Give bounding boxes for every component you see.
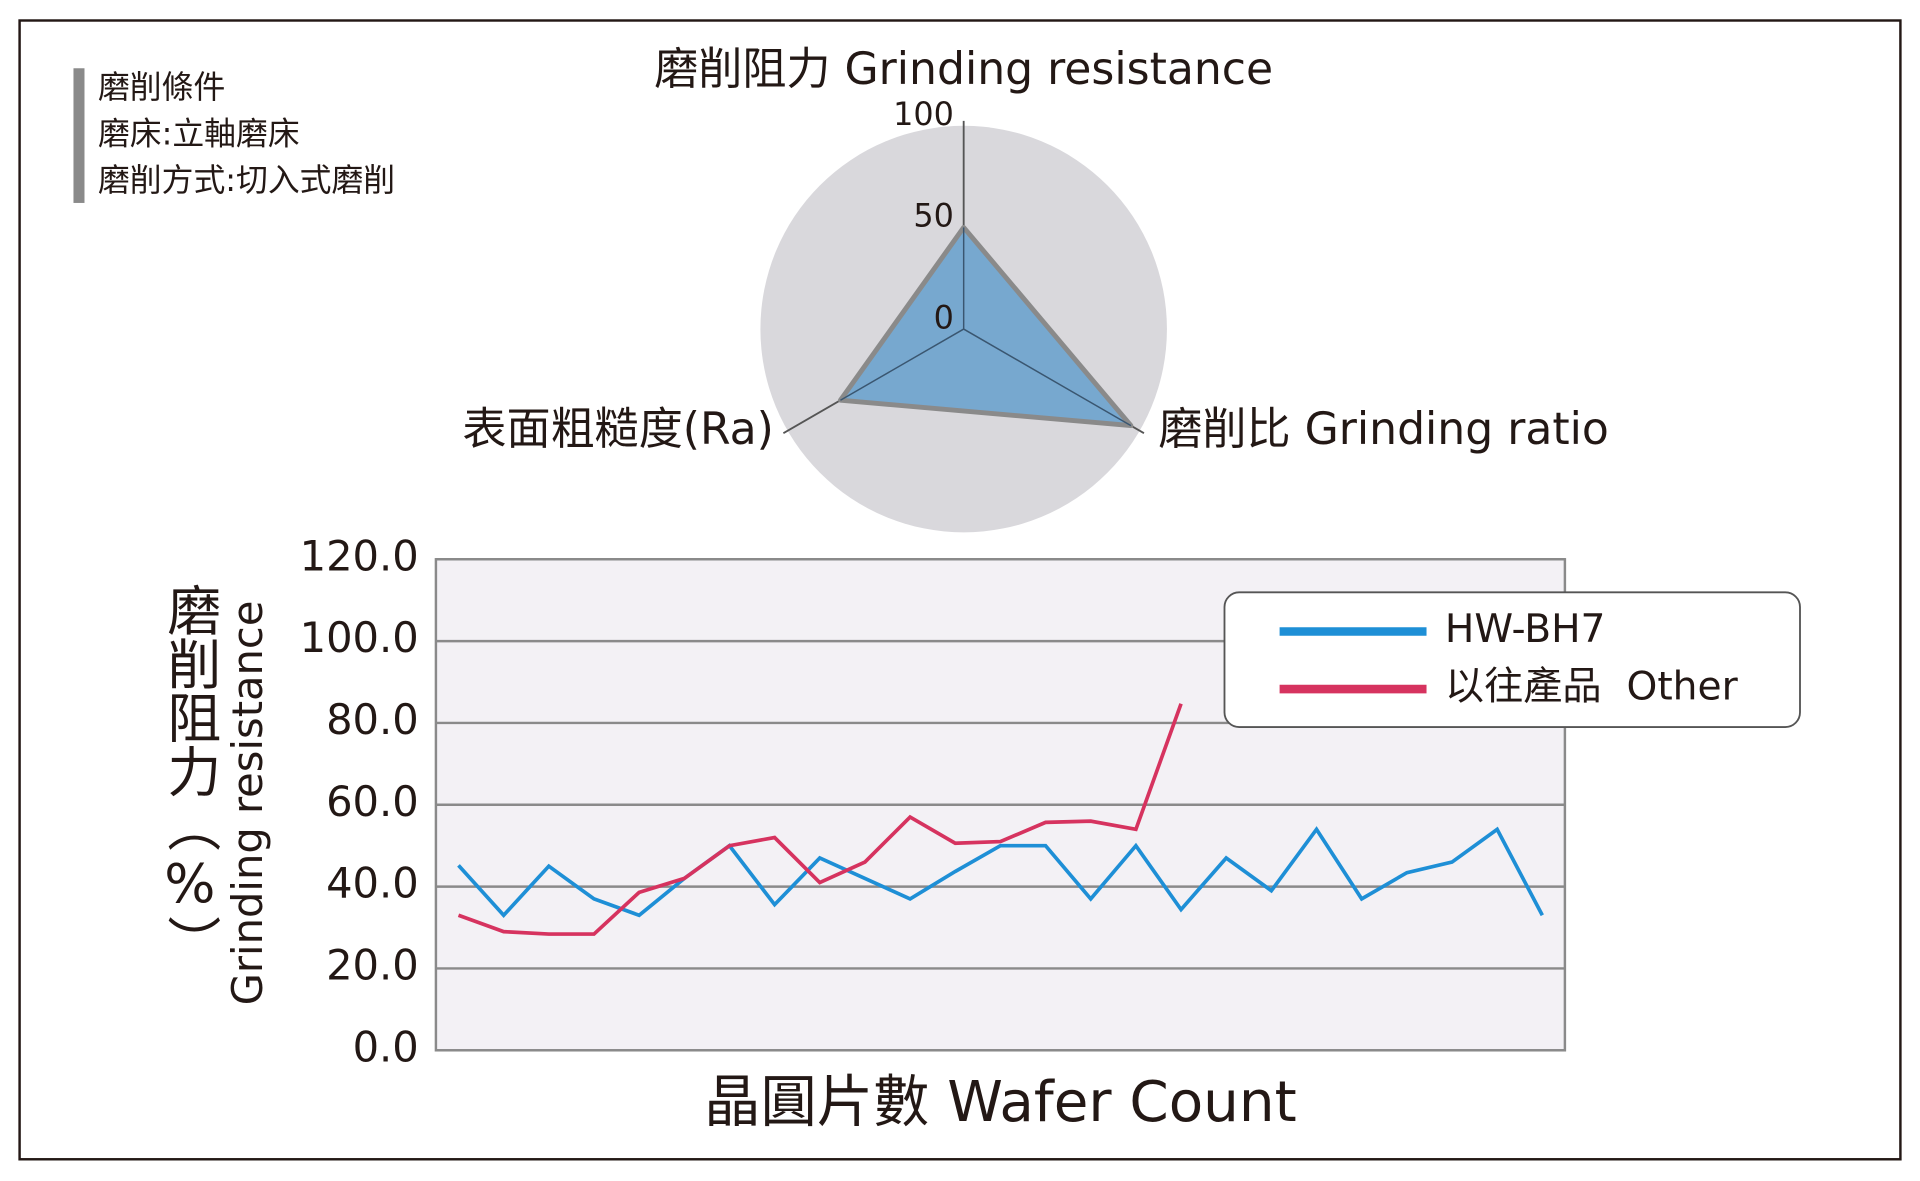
y-axis-label: 磨削阻力（%） bbox=[158, 583, 221, 969]
radar-axis bbox=[840, 328, 965, 401]
y-tick-label: 0.0 bbox=[353, 1022, 419, 1071]
y-tick-label: 60.0 bbox=[326, 777, 419, 826]
y-tick-label: 40.0 bbox=[326, 859, 419, 908]
note: 磨削方式:切入式磨削 bbox=[98, 161, 395, 199]
radar-axis-label: 表面粗糙度(Ra) bbox=[462, 404, 773, 455]
legend-label: HW-BH7 bbox=[1445, 607, 1606, 652]
series-line bbox=[457, 826, 1544, 918]
x-axis-label: 晶圓片數 Wafer Count bbox=[704, 1070, 1297, 1135]
note: 磨削條件 bbox=[98, 68, 225, 106]
note: 磨床:立軸磨床 bbox=[98, 115, 300, 153]
radar-title: 磨削阻力 Grinding resistance bbox=[654, 44, 1273, 95]
y-tick-label: 80.0 bbox=[326, 695, 419, 744]
radar-tick-label: 100 bbox=[893, 95, 954, 133]
legend-label: 以往產品 Other bbox=[1445, 665, 1739, 710]
series-line bbox=[457, 703, 1183, 936]
radar-axis-label: 磨削比 Grinding ratio bbox=[1158, 404, 1608, 455]
radar-axis bbox=[963, 328, 1132, 427]
y-axis-label: Grinding resistance bbox=[223, 601, 272, 1006]
y-tick-label: 100.0 bbox=[300, 613, 419, 662]
note-bar bbox=[73, 68, 85, 203]
y-tick-label: 20.0 bbox=[326, 940, 419, 989]
radar-area bbox=[838, 224, 1134, 429]
radar-tick-label: 50 bbox=[913, 197, 954, 235]
frame bbox=[18, 19, 1902, 1161]
y-tick-label: 120.0 bbox=[300, 531, 419, 580]
radar-tick-label: 0 bbox=[934, 298, 954, 336]
